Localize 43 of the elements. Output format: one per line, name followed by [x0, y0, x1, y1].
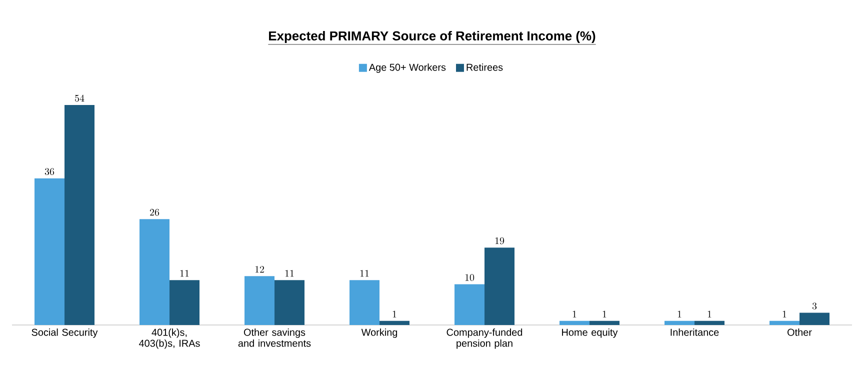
bar — [170, 280, 200, 325]
data-label: 54 — [75, 94, 84, 102]
data-label: 1 — [392, 310, 396, 318]
legend-label: Retirees — [466, 64, 503, 71]
data-label: 1 — [678, 310, 682, 318]
bar — [560, 320, 590, 325]
x-tick-label: Home equity — [562, 328, 618, 338]
x-tick-label: Working — [361, 328, 398, 338]
data-label: 36 — [44, 168, 54, 176]
bar — [350, 280, 380, 325]
bar — [590, 320, 620, 325]
bar — [454, 284, 484, 325]
data-label: 11 — [360, 270, 369, 277]
data-label: 1 — [708, 310, 712, 318]
data-label: 3 — [812, 302, 817, 310]
x-tick-label: Other — [788, 328, 812, 336]
data-label: 1 — [602, 310, 606, 318]
bar — [664, 320, 694, 325]
bar — [64, 105, 94, 325]
bar — [770, 320, 800, 325]
x-tick-label: Inheritance — [670, 328, 719, 336]
data-label: 26 — [150, 208, 160, 216]
x-tick-label: Company-funded pension plan — [446, 328, 522, 349]
bar — [800, 312, 830, 325]
x-tick-label: Social Security — [32, 328, 98, 338]
bar — [34, 178, 64, 325]
chart-title: Expected PRIMARY Source of Retirement Income (%) — [269, 30, 596, 44]
bar — [274, 280, 304, 325]
data-label: 19 — [495, 237, 504, 244]
data-label: 1 — [782, 310, 786, 318]
data-label: 11 — [180, 270, 189, 277]
bar — [380, 320, 410, 325]
legend-label: Age 50+ Workers — [368, 64, 446, 73]
data-label: 10 — [465, 274, 474, 281]
bar — [140, 219, 170, 325]
data-label: 12 — [255, 266, 264, 273]
data-label: 11 — [285, 270, 294, 277]
bar — [694, 320, 724, 325]
bar — [484, 248, 514, 325]
x-tick-label: 401(k)s, 403(b)s, IRAs — [139, 328, 200, 349]
x-tick-label: Other savings and investments — [238, 328, 311, 347]
data-label: 1 — [572, 310, 576, 318]
bar — [244, 276, 274, 325]
